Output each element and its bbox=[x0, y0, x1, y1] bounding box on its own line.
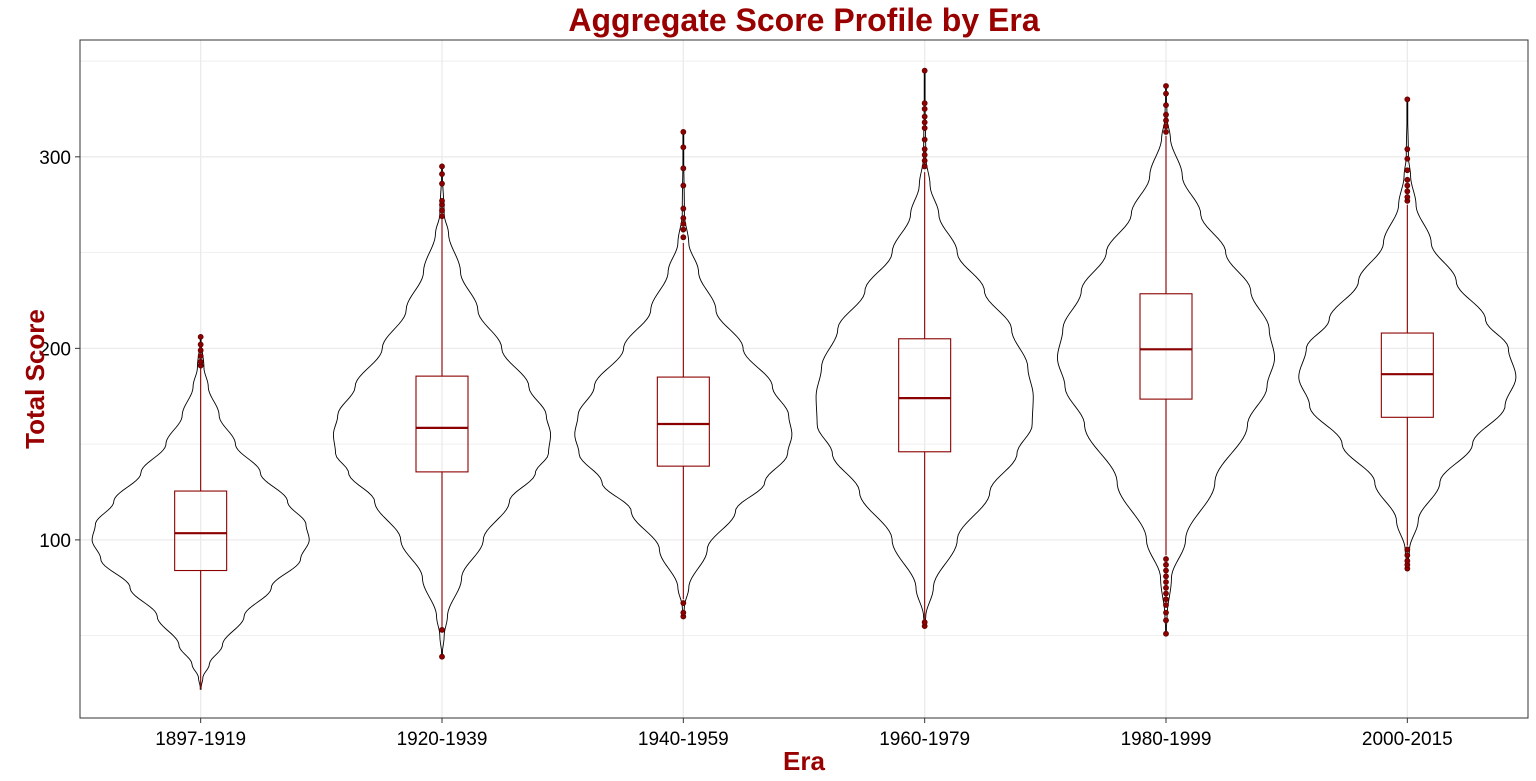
outlier-point bbox=[1163, 117, 1169, 124]
outlier-point bbox=[1163, 584, 1169, 591]
x-axis-title: Era bbox=[783, 746, 825, 776]
outlier-point bbox=[1404, 146, 1411, 153]
outlier-point bbox=[1404, 188, 1411, 195]
outlier-point bbox=[921, 119, 928, 126]
y-tick-label: 200 bbox=[39, 339, 71, 360]
outlier-point bbox=[1163, 567, 1169, 574]
outlier-point bbox=[1404, 558, 1411, 564]
y-axis-ticks: 100 200 300 bbox=[39, 148, 80, 552]
outlier-point bbox=[1163, 617, 1169, 624]
x-tick-label: 1940-1959 bbox=[638, 729, 729, 750]
outlier-point bbox=[1404, 155, 1411, 162]
outlier-point bbox=[680, 215, 687, 222]
box-1897-1919 bbox=[174, 490, 228, 572]
outlier-point bbox=[1404, 194, 1411, 200]
outlier-point bbox=[1404, 182, 1411, 189]
outlier-point bbox=[921, 136, 928, 143]
outlier-point bbox=[439, 197, 445, 204]
outlier-point bbox=[1163, 90, 1169, 97]
outlier-point bbox=[921, 113, 928, 120]
outlier-point bbox=[197, 358, 204, 365]
box-1960-1979 bbox=[898, 338, 952, 453]
outlier-point bbox=[439, 213, 445, 220]
outlier-point bbox=[680, 144, 687, 151]
outlier-point bbox=[921, 163, 928, 170]
outlier-point bbox=[439, 207, 445, 214]
box-1980-1999 bbox=[1139, 293, 1193, 400]
x-tick-label: 2000-2015 bbox=[1362, 729, 1453, 750]
outlier-point bbox=[921, 125, 928, 132]
y-axis-title: Total Score bbox=[20, 309, 50, 449]
outlier-point bbox=[921, 152, 928, 158]
outlier-point bbox=[1163, 602, 1169, 608]
outlier-point bbox=[439, 171, 445, 177]
boxplots bbox=[174, 135, 1434, 690]
outlier-point bbox=[197, 353, 204, 359]
outlier-point bbox=[680, 220, 687, 227]
outlier-points bbox=[197, 67, 1411, 660]
outlier-point bbox=[1163, 609, 1169, 616]
outlier-point bbox=[680, 129, 687, 135]
outlier-point bbox=[680, 165, 687, 172]
x-tick-label: 1897-1919 bbox=[155, 729, 246, 750]
outlier-point bbox=[197, 333, 204, 340]
outlier-point bbox=[1163, 102, 1169, 109]
outlier-point bbox=[680, 234, 687, 241]
outlier-point bbox=[921, 67, 928, 74]
outlier-point bbox=[1404, 167, 1411, 174]
panel bbox=[79, 39, 1529, 719]
outlier-point bbox=[197, 347, 204, 354]
outlier-point bbox=[1163, 590, 1169, 597]
outlier-point bbox=[921, 146, 928, 153]
outlier-point bbox=[197, 341, 204, 348]
outlier-point bbox=[1163, 561, 1169, 568]
outlier-point bbox=[1163, 83, 1169, 89]
outlier-point bbox=[1404, 552, 1411, 559]
outlier-point bbox=[1163, 573, 1169, 580]
box-1940-1959 bbox=[656, 376, 710, 467]
outlier-point bbox=[921, 106, 928, 112]
x-tick-label: 1960-1979 bbox=[879, 729, 970, 750]
outlier-point bbox=[1163, 556, 1169, 562]
outlier-point bbox=[1163, 596, 1169, 603]
outlier-point bbox=[439, 653, 445, 660]
box-1920-1939 bbox=[415, 375, 469, 473]
x-tick-label: 1920-1939 bbox=[397, 729, 488, 750]
outlier-point bbox=[439, 163, 445, 170]
outlier-point bbox=[680, 205, 687, 212]
outlier-point bbox=[680, 600, 687, 606]
outlier-point bbox=[1163, 129, 1169, 135]
outlier-point bbox=[1404, 176, 1411, 183]
outlier-point bbox=[1404, 546, 1411, 553]
outlier-point bbox=[1163, 123, 1169, 130]
panel-background bbox=[80, 40, 1528, 718]
panel-border bbox=[79, 39, 1529, 719]
y-tick-label: 100 bbox=[39, 531, 71, 552]
outlier-point bbox=[439, 626, 445, 633]
outlier-point bbox=[680, 182, 687, 189]
outlier-point bbox=[921, 619, 928, 626]
outlier-point bbox=[921, 157, 928, 164]
y-tick-label: 300 bbox=[39, 148, 71, 169]
outlier-point bbox=[1163, 111, 1169, 118]
outlier-point bbox=[680, 226, 687, 233]
x-tick-label: 1980-1999 bbox=[1121, 729, 1212, 750]
chart-title: Aggregate Score Profile by Era bbox=[568, 2, 1039, 38]
outlier-point bbox=[439, 180, 445, 187]
x-axis-ticks: 1897-1919 1920-1939 1940-1959 1960-1979 1980… bbox=[155, 718, 1453, 750]
outlier-point bbox=[680, 609, 687, 616]
outlier-point bbox=[1404, 96, 1411, 103]
outlier-point bbox=[1163, 579, 1169, 585]
outlier-point bbox=[1163, 630, 1169, 637]
outlier-point bbox=[921, 100, 928, 107]
